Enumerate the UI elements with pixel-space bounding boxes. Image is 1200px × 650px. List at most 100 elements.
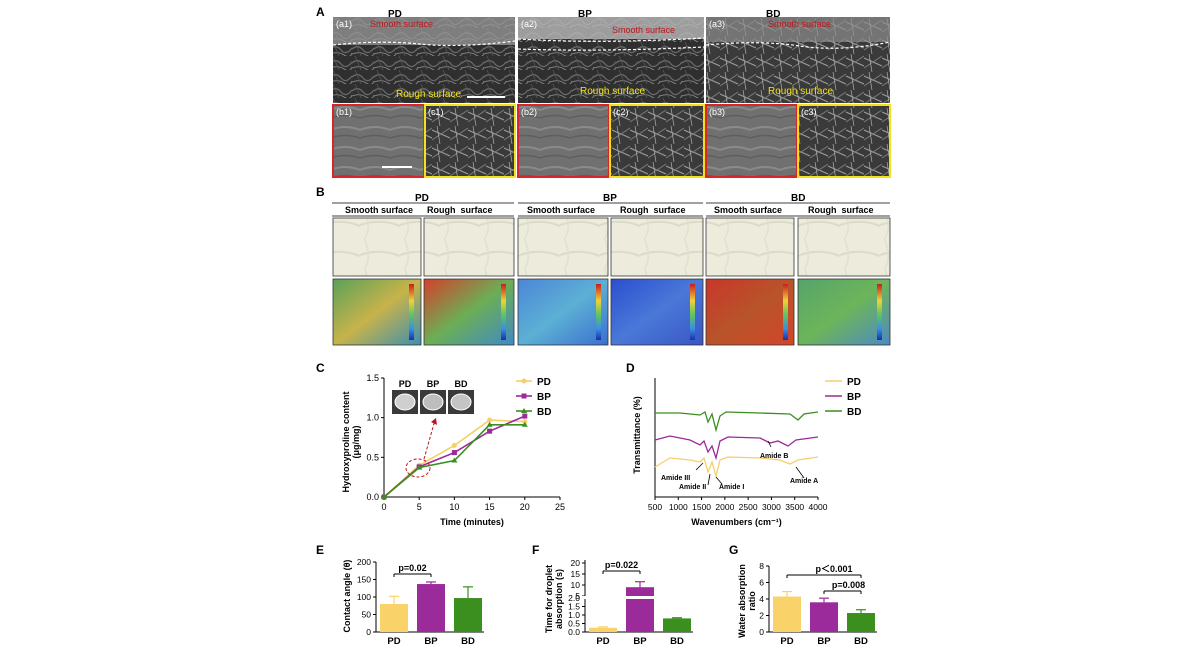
d-x-tick-label: 4000: [809, 502, 828, 512]
g-y-tick-label: 0: [759, 627, 764, 637]
f-y-tick-label: 1.5: [568, 602, 580, 612]
ftir-line-pd: [654, 456, 819, 479]
col-label-3: Smooth surface: [527, 205, 596, 215]
panel-b-title-bd: BD: [791, 193, 806, 204]
d-x-tick-label: 1500: [692, 502, 711, 512]
tile-label-b3: (b3): [709, 107, 726, 117]
ftir-chart: 500 1000 1500 2000 2500 3000 3500 4000 Wavenumbe…: [648, 377, 862, 527]
d-x-tick-label: 3000: [762, 502, 781, 512]
c-y-tick-label: 0.5: [366, 452, 379, 462]
d-legend-label-bp: BP: [847, 392, 861, 403]
f-axis-break: [580, 596, 700, 599]
tile-label-b2: (b2): [521, 107, 538, 117]
c-point-bd: [381, 494, 387, 499]
panel-d-letter: D: [626, 361, 635, 375]
rough-label-a2: Rough surface: [580, 86, 646, 97]
g-x-label-bp: BP: [817, 636, 831, 647]
d-x-axis-title: Wavenumbers (cm⁻¹): [691, 517, 781, 527]
d-x-tick-label: 1000: [669, 502, 688, 512]
optical-bd-rough: [797, 217, 891, 277]
col-label-4: Rough surface: [620, 205, 686, 215]
f-y-tick-label: 5: [575, 591, 580, 601]
f-y-tick-label: 1.0: [568, 610, 580, 620]
f-y-tick-label: 10: [571, 580, 581, 590]
sem-b2: [517, 104, 610, 178]
c-point-bp: [522, 413, 528, 419]
panel-b-title-pd: PD: [415, 193, 429, 204]
e-x-label-bd: BD: [461, 636, 475, 647]
panel-a-letter: A: [316, 5, 325, 19]
c-point-bp: [487, 428, 493, 434]
c-point-bp: [451, 450, 457, 456]
c-x-tick-label: 10: [449, 502, 459, 512]
col-label-6: Rough surface: [808, 205, 874, 215]
c-point-bd: [486, 421, 493, 427]
d-legend-label-bd: BD: [847, 407, 861, 418]
e-x-label-bp: BP: [424, 636, 438, 647]
inset-label-bd: BD: [455, 379, 468, 389]
c-point-bd: [451, 457, 458, 463]
f-p-value: p=0.022: [605, 560, 638, 570]
c-y-tick-label: 1.5: [366, 373, 379, 383]
annot-amide-ii: Amide II: [679, 484, 706, 491]
g-p-value-1: p＜0.001: [815, 564, 852, 574]
topo-bd-rough: [797, 278, 891, 346]
annot-amide-b: Amide B: [760, 453, 788, 460]
c-y-tick-label: 0.0: [366, 492, 379, 502]
annot-amide-i: Amide I: [719, 484, 744, 491]
g-bar-bp: [810, 602, 838, 632]
rough-label-a1: Rough surface: [396, 89, 462, 100]
tile-label-a2: (a2): [521, 19, 538, 29]
e-x-label-pd: PD: [387, 636, 400, 647]
panel-e-letter: E: [316, 543, 325, 557]
e-y-tick-label: 0: [366, 627, 371, 637]
g-p-value-2: p=0.008: [832, 580, 865, 590]
f-bar-bp: [626, 587, 654, 632]
g-bar-bd: [847, 613, 875, 632]
tile-label-c3: (c3): [801, 107, 817, 117]
tile-label-a1: (a1): [336, 19, 353, 29]
g-y-tick-label: 4: [759, 594, 764, 604]
e-y-tick-label: 200: [357, 557, 371, 567]
d-x-tick-label: 3500: [785, 502, 804, 512]
c-point-pd: [487, 417, 493, 423]
panel-b-letter: B: [316, 185, 325, 199]
col-label-5: Smooth surface: [714, 205, 783, 215]
c-point-pd: [451, 442, 457, 448]
d-x-tick-label: 500: [648, 502, 662, 512]
e-bar-bp: [417, 584, 445, 632]
g-x-label-bd: BD: [854, 636, 868, 647]
sem-c3: [797, 104, 891, 178]
col-label-1: Smooth surface: [345, 205, 414, 215]
col-label-2: Rough surface: [427, 205, 493, 215]
f-y-tick-label: 0.0: [568, 627, 580, 637]
topo-pd-rough: [423, 278, 515, 346]
c-x-tick-label: 25: [555, 502, 565, 512]
d-x-tick-label: 2500: [739, 502, 758, 512]
panel-g-letter: G: [729, 543, 739, 557]
tile-label-b1: (b1): [336, 107, 353, 117]
panel-f-letter: F: [532, 543, 540, 557]
inset-label-bp: BP: [427, 379, 440, 389]
f-x-label-bp: BP: [633, 636, 647, 647]
f-bar-bd: [663, 618, 691, 632]
topo-bd-smooth: [705, 278, 795, 346]
optical-bd-smooth: [705, 217, 795, 277]
c-point-pd: [522, 419, 528, 425]
smooth-label-a1: Smooth surface: [370, 19, 434, 29]
highlight-circle: [405, 458, 431, 478]
optical-bp-smooth: [517, 217, 609, 277]
c-legend-label-bp: BP: [537, 392, 551, 403]
smooth-label-a2: Smooth surface: [612, 25, 676, 35]
sem-b3: [705, 104, 798, 178]
optical-and-topography-images: [332, 202, 891, 346]
f-x-label-bd: BD: [670, 636, 684, 647]
highlight-arrow: [423, 419, 436, 460]
f-bar-pd: [589, 627, 617, 632]
g-bar-pd: [773, 596, 801, 632]
ftir-annotation-arrows: [695, 440, 805, 486]
optical-bp-rough: [610, 217, 704, 277]
sem-images: [332, 17, 891, 178]
optical-pd-rough: [423, 217, 515, 277]
